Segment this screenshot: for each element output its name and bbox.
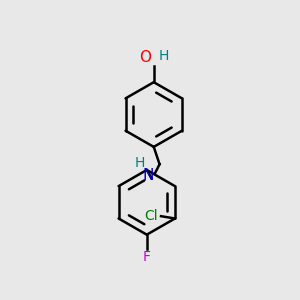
Text: Cl: Cl [144, 209, 158, 223]
Text: H: H [158, 49, 169, 63]
Text: F: F [143, 250, 151, 264]
Text: N: N [142, 168, 154, 183]
Text: O: O [140, 50, 152, 65]
Text: H: H [135, 156, 145, 170]
